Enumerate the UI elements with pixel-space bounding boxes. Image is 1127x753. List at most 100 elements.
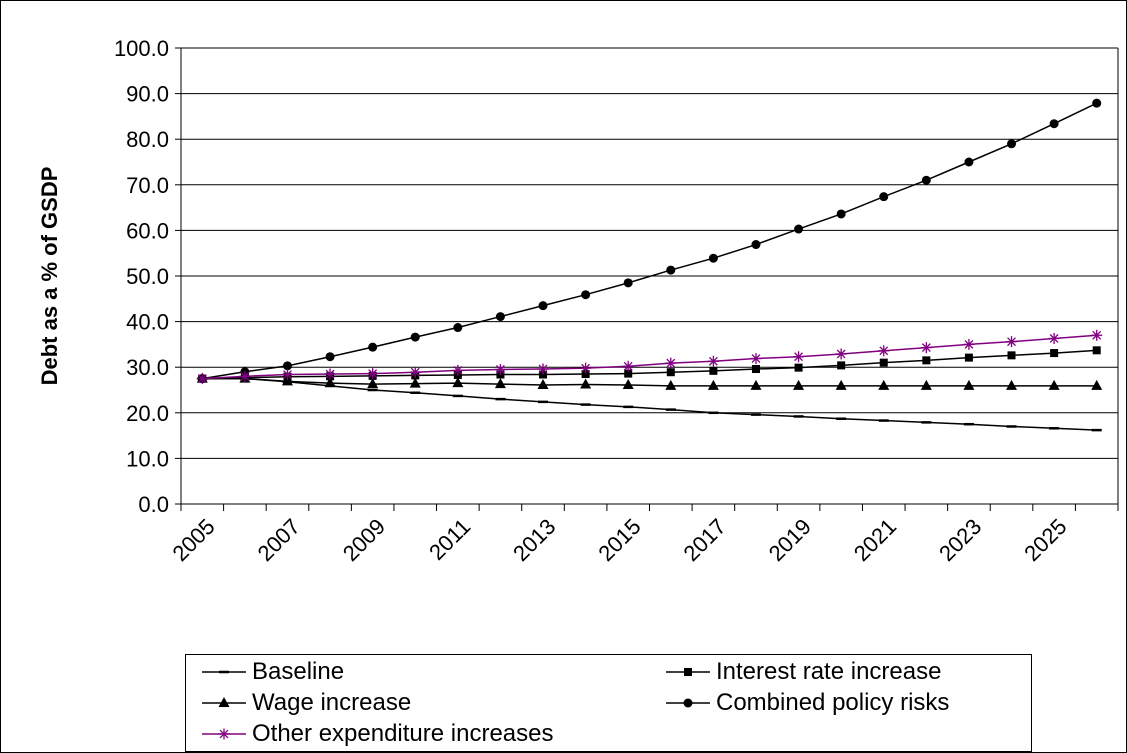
y-tick-label: 20.0: [126, 401, 169, 426]
star-stroke: [623, 361, 633, 371]
series-wage-increase: [196, 372, 1103, 390]
series-other-expenditure-increases: [196, 329, 1103, 385]
x-tick-label: 2021: [849, 514, 901, 566]
legend-label: Interest rate increase: [716, 658, 942, 685]
x-axis: 2005 2007 2009 2011 2013 2015 2017 2019 2021 2023…: [167, 503, 1119, 566]
legend: Baseline Interest rate increase Wage incre…: [185, 654, 1032, 752]
data-point: [836, 209, 846, 219]
data-point: [666, 368, 675, 377]
star-stroke: [751, 354, 761, 363]
data-point: [1049, 119, 1059, 129]
legend-item: Wage increase: [200, 688, 411, 718]
y-tick-label: 40.0: [126, 310, 169, 335]
star-stroke: [453, 365, 463, 375]
x-tick-label: 2019: [764, 514, 816, 566]
series-line: [202, 377, 1097, 431]
x-tick-label: 2015: [593, 514, 645, 566]
data-point: [624, 369, 633, 378]
y-axis: 0.0 10.0 20.0 30.0 40.0 50.0 60.0 70.0 80.0 90.0 1…: [114, 36, 1119, 517]
data-point: [750, 379, 762, 390]
data-point: [623, 278, 633, 288]
data-point: [837, 361, 846, 370]
y-tick-label: 80.0: [126, 127, 169, 152]
data-point: [879, 358, 888, 367]
legend-swatch: [666, 668, 710, 676]
series-layer: [196, 98, 1103, 432]
data-point: [1006, 379, 1018, 390]
data-point: [835, 348, 847, 360]
data-point: [878, 379, 890, 390]
data-point: [538, 301, 548, 311]
data-point: [963, 338, 975, 350]
star-stroke: [325, 369, 335, 379]
star-stroke: [836, 349, 846, 359]
y-tick-label: 90.0: [126, 82, 169, 107]
x-tick-label: 2013: [508, 514, 560, 566]
data-point: [878, 345, 890, 357]
line-chart: 0.0 10.0 20.0 30.0 40.0 50.0 60.0 70.0 80.0 90.0 1…: [37, 36, 1119, 566]
data-point: [794, 363, 803, 372]
data-point: [622, 360, 634, 372]
legend-swatch-marker: [683, 698, 693, 708]
data-point: [750, 353, 762, 365]
x-tick-label: 2023: [934, 514, 986, 566]
data-point: [666, 265, 676, 275]
star-stroke: [1007, 337, 1016, 347]
data-point: [495, 312, 505, 322]
data-point: [922, 356, 931, 365]
data-point: [453, 323, 463, 333]
data-point: [368, 342, 378, 352]
data-point: [282, 361, 292, 371]
data-point: [1007, 351, 1016, 360]
star-stroke: [1092, 330, 1102, 340]
y-tick-label: 0.0: [138, 492, 169, 517]
data-point: [1091, 379, 1103, 390]
x-tick-label: 2025: [1019, 514, 1071, 566]
data-point: [921, 175, 931, 185]
data-point: [580, 378, 592, 389]
data-point: [239, 370, 251, 382]
data-point: [494, 363, 506, 375]
data-point: [367, 368, 379, 380]
data-point: [1007, 139, 1017, 149]
series-interest-rate-increase: [198, 346, 1101, 383]
x-tick-label: 2017: [679, 514, 731, 566]
legend-swatch: [202, 728, 246, 740]
data-point: [665, 379, 677, 390]
data-point: [580, 362, 592, 374]
star-stroke: [1049, 334, 1059, 343]
star-stroke: [581, 363, 591, 373]
star-stroke: [219, 729, 229, 739]
y-tick-label: 30.0: [126, 355, 169, 380]
data-point: [920, 379, 932, 390]
data-point: [709, 366, 718, 375]
data-point: [409, 366, 421, 378]
legend-label: Baseline: [252, 658, 345, 685]
data-point: [1050, 349, 1059, 358]
y-tick-label: 70.0: [126, 173, 169, 198]
series-line: [202, 349, 1097, 380]
y-tick-label: 10.0: [126, 446, 169, 471]
star-stroke: [666, 358, 676, 368]
data-point: [1092, 98, 1102, 108]
data-point: [537, 378, 549, 389]
legend-swatch: [202, 697, 246, 707]
data-point: [707, 355, 719, 367]
star-stroke: [708, 356, 718, 366]
data-point: [751, 365, 760, 374]
star-stroke: [368, 369, 378, 379]
data-point: [794, 224, 804, 234]
legend-swatch-marker: [218, 728, 230, 740]
data-point: [325, 352, 335, 362]
data-point: [920, 342, 932, 354]
legend-item: Baseline: [200, 657, 344, 687]
data-point: [665, 357, 677, 369]
data-point: [281, 375, 293, 386]
data-point: [452, 377, 464, 388]
data-point: [452, 364, 464, 376]
legend-swatch: [666, 698, 710, 708]
series-line: [202, 334, 1097, 380]
star-stroke: [496, 365, 505, 374]
y-tick-label: 50.0: [126, 264, 169, 289]
